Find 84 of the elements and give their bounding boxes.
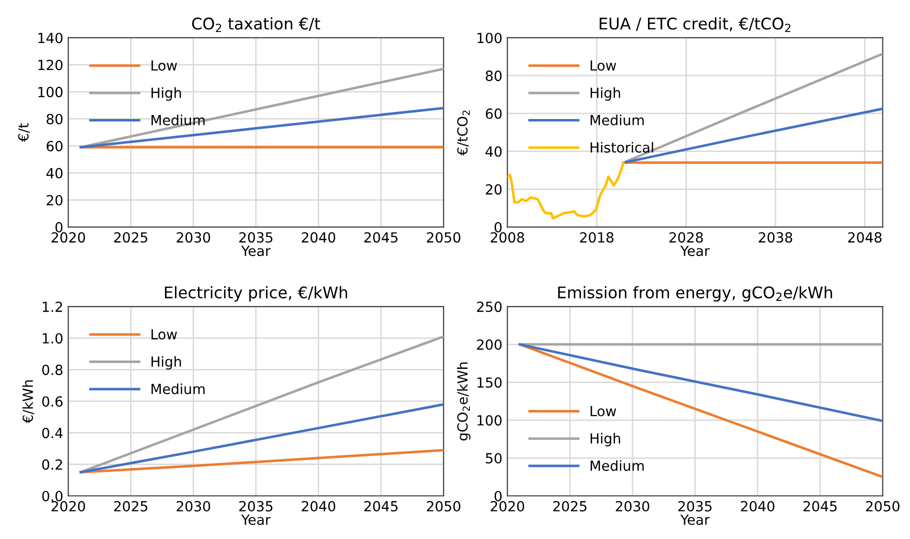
y-tick-label: 40 <box>486 146 502 157</box>
legend-label: Low <box>590 60 616 71</box>
y-tick-label: 150 <box>478 377 502 388</box>
x-tick-label: 2020 <box>52 500 85 512</box>
y-tick-label: 20 <box>486 184 502 195</box>
x-tick-label: 2050 <box>426 232 460 243</box>
y-tick-label: 80 <box>486 70 502 82</box>
legend-label: Medium <box>152 383 205 394</box>
legend-label: Medium <box>590 114 644 126</box>
y-tick-label: 0.6 <box>42 396 63 407</box>
x-tick-label: 2025 <box>114 500 148 512</box>
legend-label: Historical <box>590 142 654 153</box>
line-series <box>80 403 444 474</box>
line-series <box>518 343 883 422</box>
y-tick-label: 200 <box>477 339 502 350</box>
legend-label: High <box>590 87 620 101</box>
x-tick-label: 2025 <box>114 232 148 243</box>
x-axis-title: Year <box>680 514 710 525</box>
legend-label: Low <box>590 406 616 416</box>
x-tick-label: 2030 <box>616 500 650 512</box>
x-tick-label: 2040 <box>740 500 774 512</box>
x-tick-label: 2018 <box>580 232 614 243</box>
y-tick-label: 60 <box>46 140 62 152</box>
x-tick-label: 2045 <box>364 232 398 243</box>
y-tick-label: 0 <box>55 222 62 233</box>
y-tick-label: 100 <box>478 32 502 44</box>
y-tick-label: 100 <box>38 86 62 98</box>
x-tick-label: 2008 <box>490 232 524 243</box>
x-tick-label: 2030 <box>176 500 210 512</box>
y-axis-title: €/t <box>18 123 30 142</box>
x-tick-label: 2050 <box>426 500 460 512</box>
x-tick-label: 2050 <box>866 500 900 512</box>
x-tick-label: 2040 <box>302 232 336 243</box>
x-tick-label: 2045 <box>803 500 837 512</box>
x-axis-title: Year <box>680 246 710 256</box>
legend-label: Medium <box>590 460 644 471</box>
y-tick-label: 100 <box>478 415 502 426</box>
y-tick-label: 50 <box>486 452 502 464</box>
y-tick-label: 40 <box>46 168 62 178</box>
line-series <box>518 343 883 478</box>
legend-label: High <box>152 87 181 101</box>
y-tick-label: 0 <box>494 490 502 502</box>
legend-label: Low <box>152 329 177 340</box>
chart-title: Electricity price, €/kWh <box>164 286 348 302</box>
legend-label: Medium <box>152 114 205 126</box>
chart-title: CO$_{2}$ taxation €/t <box>192 17 320 32</box>
x-tick-label: 2035 <box>239 232 272 243</box>
x-tick-label: 2045 <box>364 500 398 512</box>
x-tick-label: 2040 <box>302 500 336 512</box>
chart-title: Emission from energy, gCO$_{2}$e/kWh <box>558 286 832 302</box>
chart-title: EUA / ETC credit, €/tCO$_{2}$ <box>600 17 790 32</box>
y-tick-label: 0.4 <box>42 428 63 438</box>
x-tick-label: 2030 <box>176 232 210 243</box>
y-tick-label: 250 <box>477 302 502 312</box>
x-tick-label: 2025 <box>553 500 586 512</box>
y-axis-title: €/tCO$_{2}$ <box>457 110 470 156</box>
x-axis-title: Year <box>241 246 271 256</box>
y-tick-label: 0.0 <box>42 490 62 502</box>
y-tick-label: 0 <box>494 222 502 233</box>
y-tick-label: 140 <box>38 32 62 44</box>
y-tick-label: 0.8 <box>42 364 62 376</box>
x-tick-label: 2028 <box>669 232 703 243</box>
x-tick-label: 2035 <box>678 500 712 512</box>
y-tick-label: 1.0 <box>42 333 62 344</box>
legend-label: High <box>152 356 181 370</box>
y-tick-label: 20 <box>46 194 62 206</box>
y-tick-label: 1.2 <box>42 302 62 312</box>
legend-label: Low <box>152 60 177 71</box>
x-tick-label: 2020 <box>490 500 524 512</box>
y-tick-label: 120 <box>38 60 62 70</box>
y-tick-label: 60 <box>486 108 502 119</box>
y-axis-title: €/kWh <box>22 380 34 424</box>
x-tick-label: 2038 <box>758 232 792 243</box>
y-axis-title: gCO$_{2}$e/kWh <box>456 362 470 440</box>
x-tick-label: 2035 <box>239 500 272 512</box>
line-series <box>507 161 625 220</box>
x-axis-title: Year <box>241 514 271 525</box>
legend-label: High <box>590 432 620 446</box>
line-series <box>80 448 444 474</box>
y-tick-label: 0.2 <box>42 459 62 470</box>
y-tick-label: 80 <box>46 114 62 124</box>
line-series <box>80 106 444 149</box>
x-tick-label: 2048 <box>848 232 882 243</box>
x-tick-label: 2020 <box>52 232 85 243</box>
